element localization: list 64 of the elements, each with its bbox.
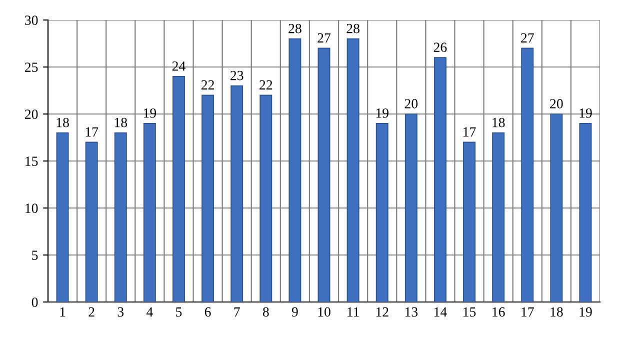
x-tick-label: 3 <box>118 307 124 317</box>
data-label: 27 <box>521 33 534 42</box>
data-label: 19 <box>580 108 592 118</box>
data-label: 18 <box>56 118 69 128</box>
data-label: 28 <box>288 24 302 34</box>
bar <box>85 142 98 302</box>
data-label: 22 <box>201 80 214 90</box>
x-tick-label: 9 <box>292 307 298 317</box>
x-tick-label: 7 <box>234 307 240 316</box>
x-tick-label: 4 <box>146 307 153 316</box>
bar <box>346 38 360 302</box>
bar <box>114 132 127 302</box>
bar <box>230 85 244 302</box>
x-tick-label: 6 <box>204 307 211 317</box>
x-tick-label: 2 <box>88 307 94 316</box>
data-label: 28 <box>346 24 360 34</box>
data-label: 26 <box>434 42 447 52</box>
data-label: 19 <box>376 108 388 118</box>
bar <box>202 94 214 302</box>
bar <box>376 122 388 302</box>
bar <box>404 114 418 302</box>
y-tick-label: 0 <box>32 298 38 307</box>
x-tick-label: 16 <box>492 307 505 317</box>
x-tick-label: 8 <box>262 307 269 317</box>
data-label: 20 <box>404 99 418 108</box>
bar <box>463 142 476 302</box>
bar <box>434 57 446 302</box>
x-tick-label: 12 <box>376 307 388 316</box>
x-tick-label: 14 <box>434 307 447 316</box>
y-tick-label: 25 <box>25 62 38 72</box>
data-label: 22 <box>260 80 272 90</box>
bar <box>579 122 592 302</box>
bar <box>550 114 563 302</box>
bar <box>288 38 302 302</box>
bar <box>172 76 185 302</box>
x-tick-label: 13 <box>405 307 418 317</box>
data-label: 20 <box>550 99 563 108</box>
data-label: 27 <box>318 33 331 42</box>
x-tick-label: 1 <box>60 307 66 316</box>
x-tick-label: 18 <box>550 307 563 317</box>
data-label: 17 <box>464 127 476 136</box>
bar <box>143 122 156 302</box>
data-label: 24 <box>172 61 186 71</box>
x-tick-label: 15 <box>464 307 476 317</box>
bar <box>260 94 272 302</box>
x-tick-label: 17 <box>522 307 534 316</box>
x-tick-label: 19 <box>580 307 592 317</box>
data-label: 19 <box>144 108 156 118</box>
data-label: 18 <box>114 118 128 128</box>
data-label: 17 <box>86 127 98 136</box>
bar <box>56 132 69 302</box>
y-tick-label: 20 <box>25 110 38 119</box>
y-tick-label: 10 <box>26 204 38 213</box>
bar <box>318 48 330 302</box>
y-tick-label: 30 <box>25 16 38 25</box>
x-tick-label: 11 <box>348 307 359 316</box>
x-tick-label: 5 <box>176 307 182 317</box>
data-label: 23 <box>230 70 244 80</box>
data-label: 18 <box>492 118 505 128</box>
y-tick-label: 15 <box>26 156 38 166</box>
bar <box>521 48 534 302</box>
x-tick-label: 10 <box>318 307 330 317</box>
bar <box>492 132 505 302</box>
y-tick-label: 5 <box>32 250 38 260</box>
